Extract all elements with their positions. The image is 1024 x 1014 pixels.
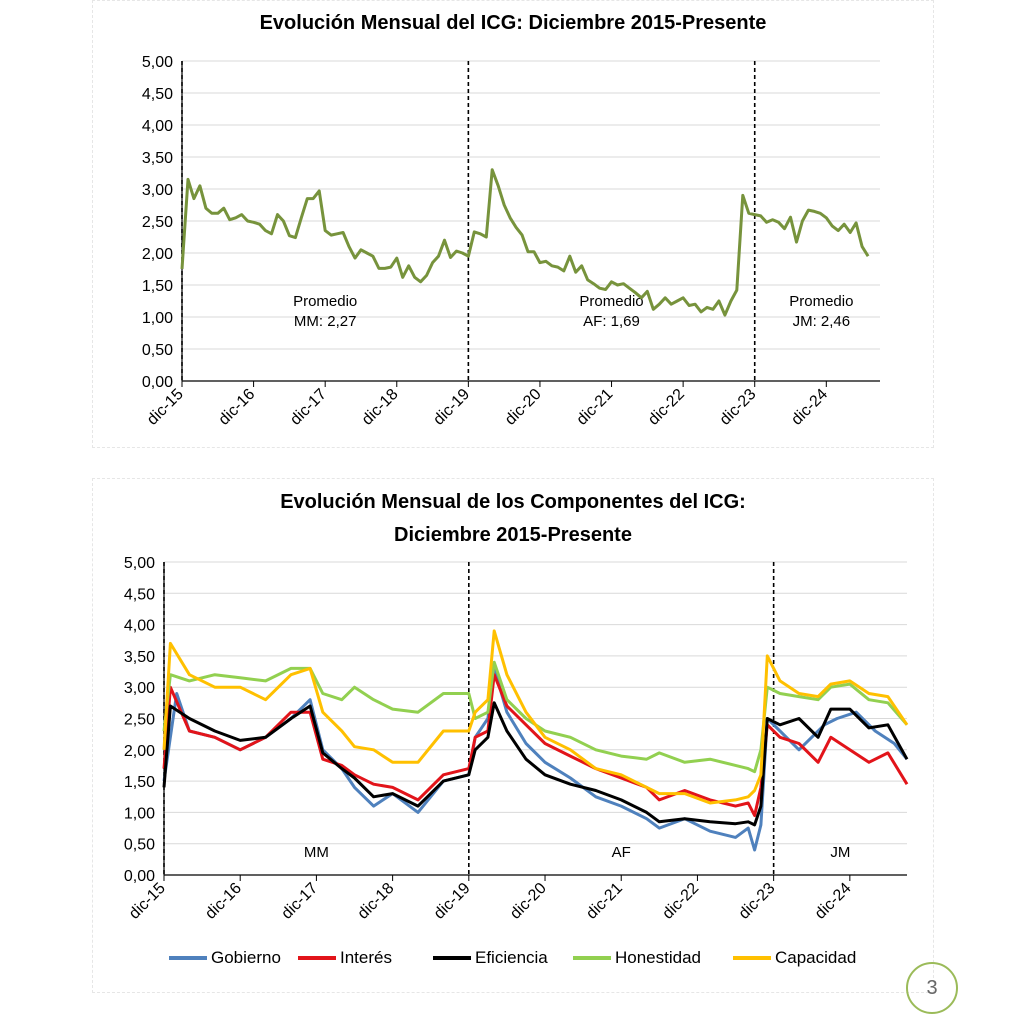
y-tick-label: 1,00 <box>142 310 173 327</box>
period-average-annotation: MM: 2,27 <box>294 313 357 330</box>
y-tick-label: 3,00 <box>142 182 173 199</box>
period-annotation: Promedio <box>789 293 853 310</box>
y-tick-label: 3,00 <box>124 680 155 697</box>
x-tick-label: dic-15 <box>144 386 187 429</box>
period-annotation: JM <box>830 844 850 861</box>
period-annotation: Promedio <box>293 293 357 310</box>
x-tick-label: dic-20 <box>502 386 545 429</box>
y-tick-label: 1,00 <box>124 805 155 822</box>
icg-chart-panel: Evolución Mensual del ICG: Diciembre 201… <box>92 0 934 448</box>
y-tick-label: 0,00 <box>124 868 155 885</box>
period-average-annotation: AF: 1,69 <box>583 313 640 330</box>
x-tick-label: dic-16 <box>216 386 259 429</box>
x-tick-label: dic-21 <box>583 880 626 923</box>
y-tick-label: 5,00 <box>124 555 155 572</box>
y-tick-label: 3,50 <box>142 150 173 167</box>
series-line-eficiencia <box>162 701 909 827</box>
y-tick-label: 0,50 <box>124 837 155 854</box>
y-tick-label: 3,50 <box>124 649 155 666</box>
x-tick-label: dic-18 <box>355 880 398 923</box>
y-tick-label: 2,50 <box>142 214 173 231</box>
y-tick-label: 1,50 <box>124 774 155 791</box>
period-annotation: AF <box>612 844 631 861</box>
components-line-chart: 0,00 0,50 1,00 1,50 2,00 2,50 3,00 3,50 4,00 4,50… <box>124 555 909 967</box>
series-line-gobierno <box>162 666 909 852</box>
y-tick-label: 2,00 <box>142 246 173 263</box>
series-line-honestidad <box>162 660 909 774</box>
y-tick-label: 4,50 <box>124 586 155 603</box>
x-tick-label: dic-15 <box>126 880 169 923</box>
legend-label: Eficiencia <box>475 948 548 967</box>
x-tick-label: dic-23 <box>736 880 779 923</box>
icg-line-chart: 0,00 0,50 1,00 1,50 2,00 2,50 3,00 3,50 4,00 4,50… <box>142 54 880 429</box>
series-line-capacidad <box>162 629 909 805</box>
x-tick-label: dic-19 <box>430 386 473 429</box>
page-number: 3 <box>906 962 958 1014</box>
x-tick-label: dic-22 <box>645 386 688 429</box>
series-line-interés <box>162 673 909 817</box>
x-tick-label: dic-17 <box>287 386 330 429</box>
period-average-annotation: JM: 2,46 <box>793 313 851 330</box>
x-tick-label: dic-21 <box>574 386 617 429</box>
y-tick-label: 0,50 <box>142 342 173 359</box>
y-tick-label: 4,00 <box>124 618 155 635</box>
x-tick-label: dic-24 <box>812 880 855 923</box>
x-tick-label: dic-18 <box>359 386 402 429</box>
legend-label: Interés <box>340 948 392 967</box>
period-annotation: Promedio <box>579 293 643 310</box>
y-tick-label: 5,00 <box>142 54 173 71</box>
y-tick-label: 2,00 <box>124 743 155 760</box>
x-tick-label: dic-23 <box>717 386 760 429</box>
legend-label: Gobierno <box>211 948 281 967</box>
x-tick-label: dic-24 <box>788 386 831 429</box>
x-tick-label: dic-22 <box>659 880 702 923</box>
y-tick-label: 2,50 <box>124 712 155 729</box>
x-tick-label: dic-16 <box>202 880 245 923</box>
y-tick-label: 4,50 <box>142 86 173 103</box>
x-tick-label: dic-19 <box>431 880 474 923</box>
legend-label: Honestidad <box>615 948 701 967</box>
x-tick-label: dic-17 <box>278 880 321 923</box>
chart-title: Evolución Mensual de los Componentes del… <box>280 491 746 513</box>
components-chart-panel: Evolución Mensual de los Componentes del… <box>92 478 934 993</box>
period-annotation: MM <box>304 844 329 861</box>
y-tick-label: 1,50 <box>142 278 173 295</box>
chart-subtitle: Diciembre 2015-Presente <box>394 524 632 546</box>
legend-label: Capacidad <box>775 948 856 967</box>
y-tick-label: 0,00 <box>142 374 173 391</box>
chart-title: Evolución Mensual del ICG: Diciembre 201… <box>259 12 767 34</box>
series-line <box>180 168 870 317</box>
x-tick-label: dic-20 <box>507 880 550 923</box>
y-tick-label: 4,00 <box>142 118 173 135</box>
